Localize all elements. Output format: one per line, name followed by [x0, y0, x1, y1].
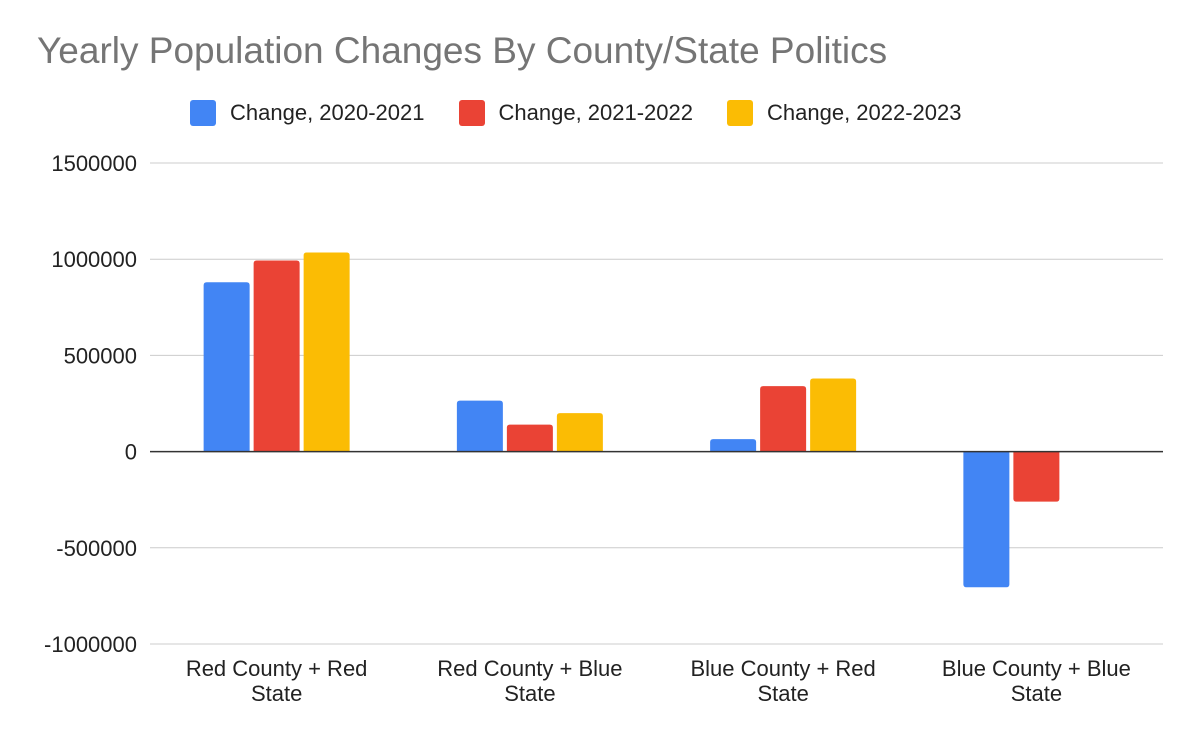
- bar: [456, 400, 503, 452]
- bar: [1013, 451, 1060, 502]
- legend-item-3: Change, 2022-2023: [727, 100, 962, 126]
- y-tick-label: 500000: [64, 343, 137, 368]
- y-tick-label: 1500000: [51, 151, 137, 176]
- x-tick-label: State: [251, 681, 302, 706]
- chart-title: Yearly Population Changes By County/Stat…: [37, 30, 888, 71]
- x-tick-label: Blue County + Blue: [942, 656, 1131, 681]
- y-tick-label: 1000000: [51, 247, 137, 272]
- bar: [963, 451, 1010, 588]
- legend-swatch: [458, 100, 485, 126]
- legend-item-1: Change, 2020-2021: [190, 100, 425, 126]
- bar: [760, 386, 807, 452]
- bar: [506, 424, 553, 452]
- bar: [203, 282, 250, 452]
- y-tick-label: -500000: [56, 536, 137, 561]
- bar: [710, 439, 757, 452]
- legend: Change, 2020-2021 Change, 2021-2022 Change…: [190, 98, 996, 128]
- legend-swatch: [190, 100, 216, 126]
- bar: [253, 260, 300, 452]
- legend-item-2: Change, 2021-2022: [458, 100, 694, 126]
- bar: [556, 413, 603, 452]
- legend-label: Change, 2020-2021: [230, 100, 425, 125]
- y-tick-label: 0: [125, 440, 137, 465]
- bar: [810, 378, 857, 452]
- bar: [303, 252, 350, 452]
- legend-swatch: [727, 100, 753, 126]
- legend-label: Change, 2021-2022: [498, 100, 694, 125]
- x-tick-label: State: [504, 681, 555, 706]
- x-tick-label: State: [757, 681, 808, 706]
- y-tick-label: -1000000: [44, 632, 137, 657]
- x-tick-label: Red County + Blue: [437, 656, 622, 681]
- x-tick-label: Red County + Red: [186, 656, 368, 681]
- x-tick-label: Blue County + Red: [690, 656, 875, 681]
- legend-label: Change, 2022-2023: [767, 100, 962, 125]
- x-tick-label: State: [1011, 681, 1062, 706]
